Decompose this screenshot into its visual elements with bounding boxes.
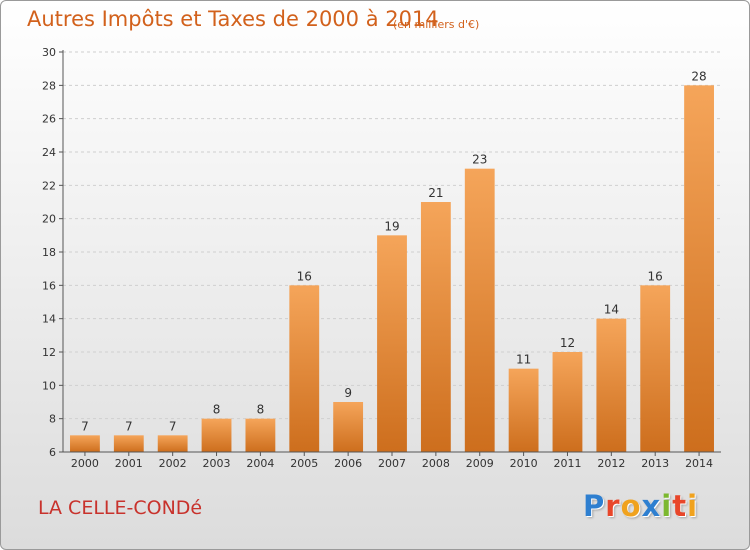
bar-value-label: 7 (169, 419, 177, 433)
y-tick-label: 22 (42, 179, 56, 192)
x-tick-label: 2013 (641, 457, 669, 470)
bar (333, 402, 364, 452)
chart-title: Autres Impôts et Taxes de 2000 à 2014 (27, 7, 439, 31)
bar-value-label: 8 (257, 403, 265, 417)
bar (201, 418, 232, 452)
bar-value-label: 8 (213, 403, 221, 417)
proxiti-logo: Proxiti (583, 489, 698, 523)
bar-value-label: 21 (428, 186, 443, 200)
y-tick-label: 6 (49, 446, 56, 459)
logo-letter: o (620, 489, 642, 523)
chart-subtitle: (en milliers d'€) (393, 18, 480, 31)
x-tick-label: 2010 (510, 457, 538, 470)
bar-value-label: 14 (604, 303, 619, 317)
y-tick-label: 24 (42, 146, 56, 159)
logo-letter: x (641, 489, 662, 523)
y-tick-label: 30 (42, 46, 56, 59)
y-tick-label: 26 (42, 113, 56, 126)
bar-value-label: 12 (560, 336, 575, 350)
bars: 7 7 7 8 8 16 9 19 21 23 11 12 14 16 28 (70, 69, 714, 452)
x-tick-label: 2005 (290, 457, 318, 470)
y-tick-label: 28 (42, 79, 56, 92)
x-tick-label: 2014 (685, 457, 713, 470)
x-tick-label: 2006 (334, 457, 362, 470)
logo-letter: r (605, 489, 621, 523)
x-tick-label: 2012 (597, 457, 625, 470)
bar (508, 368, 539, 452)
bar-value-label: 16 (297, 269, 312, 283)
x-tick-label: 2008 (422, 457, 450, 470)
bar-value-label: 7 (125, 419, 133, 433)
bar (684, 85, 714, 452)
logo-letter: t (672, 489, 688, 523)
x-tick-label: 2011 (553, 457, 581, 470)
logo-letter: i (661, 489, 673, 523)
bar (70, 435, 100, 452)
bar (640, 285, 671, 452)
y-tick-label: 10 (42, 379, 56, 392)
bar-value-label: 19 (384, 219, 399, 233)
y-tick-label: 8 (49, 413, 56, 426)
bar (420, 202, 451, 452)
bar (157, 435, 188, 452)
commune-name: LA CELLE-CONDé (38, 497, 203, 519)
bar (113, 435, 144, 452)
bar (377, 235, 407, 452)
y-tick-label: 20 (42, 213, 56, 226)
y-tick-label: 18 (42, 246, 56, 259)
logo-letter: i (687, 489, 699, 523)
x-tick-label: 2003 (203, 457, 231, 470)
x-tick-label: 2007 (378, 457, 406, 470)
y-tick-label: 14 (42, 313, 56, 326)
bar (596, 318, 627, 452)
bar-value-label: 9 (344, 386, 352, 400)
axes: 6 8 10 12 14 16 18 20 22 24 26 28 30 2000 2001 2002 2003… (42, 46, 721, 470)
y-tick-label: 12 (42, 346, 56, 359)
x-tick-label: 2004 (246, 457, 274, 470)
bar-value-label: 28 (691, 69, 706, 83)
bar-value-label: 7 (81, 419, 89, 433)
x-tick-label: 2002 (159, 457, 187, 470)
bar-value-label: 23 (472, 153, 487, 167)
x-tick-label: 2000 (71, 457, 99, 470)
bar (464, 168, 495, 452)
bar-value-label: 16 (648, 269, 663, 283)
x-tick-label: 2001 (115, 457, 143, 470)
bar (552, 352, 583, 452)
x-tick-label: 2009 (466, 457, 494, 470)
bar-value-label: 11 (516, 353, 531, 367)
bar (245, 418, 276, 452)
bar (289, 285, 320, 452)
logo-letter: P (583, 489, 606, 523)
y-tick-label: 16 (42, 279, 56, 292)
